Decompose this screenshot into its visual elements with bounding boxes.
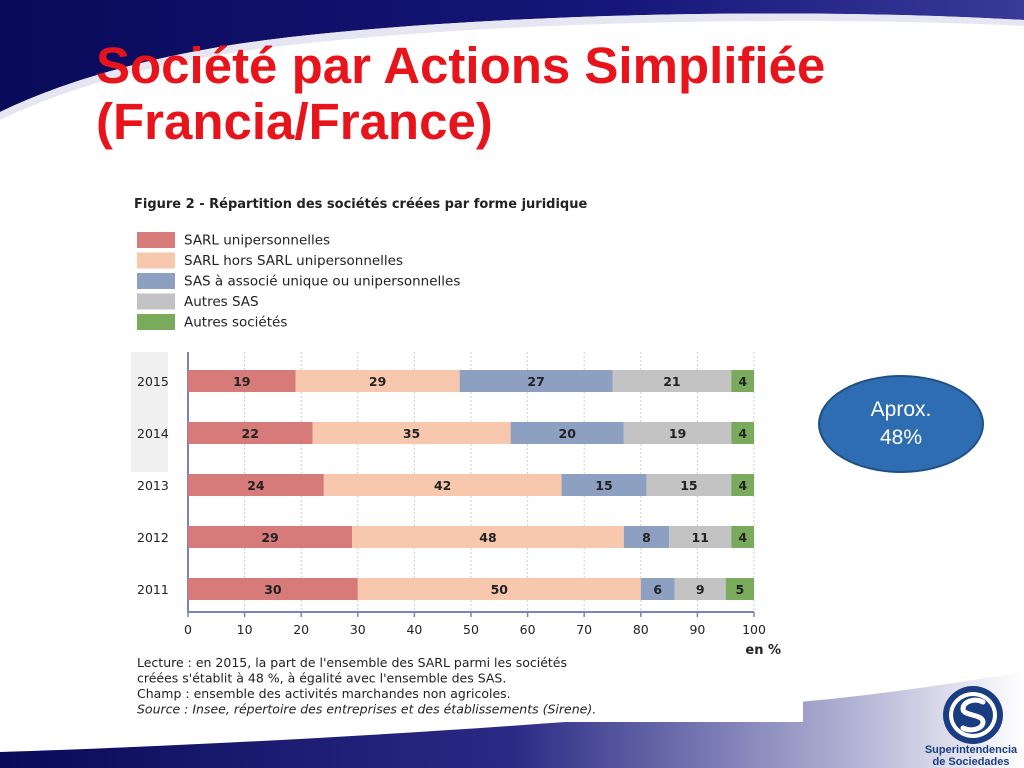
- bar-segment: [312, 422, 511, 444]
- legend-label: SARL unipersonnelles: [184, 233, 330, 249]
- category-label: 2014: [137, 426, 169, 441]
- chart-note: Source : Insee, répertoire des entrepris…: [137, 702, 596, 717]
- category-label: 2012: [137, 530, 169, 545]
- x-tick-label: 90: [689, 622, 705, 637]
- bar-segment: [725, 578, 754, 600]
- bar-segment: [323, 474, 562, 496]
- bar-segment: [561, 474, 647, 496]
- stacked-bar-chart: Figure 2 - Répartition des sociétés créé…: [131, 197, 781, 717]
- bar-value-label: 19: [669, 426, 686, 441]
- legend-label: Autres sociétés: [184, 315, 287, 331]
- bottom-swoosh: [0, 672, 1024, 768]
- legend-swatch: [137, 293, 175, 310]
- chart-note: Champ : ensemble des activités marchande…: [137, 686, 511, 701]
- x-tick-label: 30: [350, 622, 366, 637]
- bar-value-label: 35: [403, 426, 420, 441]
- bar-value-label: 29: [369, 374, 386, 389]
- slide-title-line-1: Société par Actions Simplifiée: [96, 37, 826, 94]
- bar-segment: [188, 578, 358, 600]
- bar-value-label: 48: [479, 530, 496, 545]
- slide-title-line-2: (Francia/France): [96, 93, 493, 150]
- bar-value-label: 22: [242, 426, 259, 441]
- bar-value-label: 20: [559, 426, 577, 441]
- bar-value-label: 4: [738, 426, 747, 441]
- bar-value-label: 4: [738, 530, 747, 545]
- bar-value-label: 5: [735, 582, 744, 597]
- x-tick-label: 10: [237, 622, 253, 637]
- bar-value-label: 24: [247, 478, 265, 493]
- bar-segment: [188, 474, 324, 496]
- legend-label: Autres SAS: [184, 294, 259, 310]
- legend-label: SARL hors SARL unipersonnelles: [184, 253, 403, 269]
- legend-swatch: [137, 252, 175, 269]
- bar-segment: [357, 578, 641, 600]
- bar-value-label: 4: [738, 478, 747, 493]
- bar-value-label: 8: [642, 530, 651, 545]
- bar-segment: [295, 370, 460, 392]
- chart-note: Lecture : en 2015, la part de l'ensemble…: [137, 655, 567, 670]
- bar-segment: [623, 526, 670, 548]
- logo-line-2: de Sociedades: [932, 756, 1010, 768]
- chart-title: Figure 2 - Répartition des sociétés créé…: [134, 197, 587, 212]
- bar-segment: [623, 422, 732, 444]
- bar-value-label: 15: [595, 478, 612, 493]
- bar-segment: [188, 422, 313, 444]
- logo-line-1: Superintendencia: [924, 744, 1018, 756]
- category-label: 2011: [137, 582, 169, 597]
- bar-segment: [669, 526, 732, 548]
- logo-text: Superintendencia de Sociedades: [919, 744, 1023, 768]
- slide-title: Société par Actions Simplifiée (Francia/…: [96, 38, 825, 150]
- chart-note: créées s'établit à 48 %, à égalité avec …: [137, 671, 506, 686]
- bar-value-label: 19: [233, 374, 250, 389]
- x-unit-label: en %: [745, 643, 781, 658]
- bar-segment: [731, 370, 754, 392]
- logo-emblem-icon: [943, 686, 1003, 744]
- bar-segment: [510, 422, 624, 444]
- x-tick-label: 0: [184, 622, 192, 637]
- bar-value-label: 4: [738, 374, 747, 389]
- chart-left-band: [131, 352, 168, 472]
- superintendencia-logo: Superintendencia de Sociedades: [919, 684, 1023, 768]
- bar-value-label: 42: [434, 478, 451, 493]
- bar-value-label: 50: [491, 582, 509, 597]
- callout-line-2: 48%: [879, 426, 922, 449]
- bar-segment: [731, 526, 754, 548]
- bar-value-label: 27: [527, 374, 544, 389]
- x-tick-label: 20: [293, 622, 309, 637]
- bar-segment: [188, 370, 296, 392]
- x-tick-label: 80: [633, 622, 649, 637]
- bar-segment: [674, 578, 726, 600]
- category-label: 2015: [137, 374, 169, 389]
- approx-callout: Aprox. 48%: [818, 375, 984, 473]
- bar-value-label: 15: [680, 478, 697, 493]
- category-label: 2013: [137, 478, 169, 493]
- x-tick-label: 50: [463, 622, 479, 637]
- bar-segment: [352, 526, 624, 548]
- x-tick-label: 100: [742, 622, 766, 637]
- legend-swatch: [137, 314, 175, 330]
- x-tick-label: 60: [520, 622, 536, 637]
- chart-figure: Figure 2 - Répartition des sociétés créé…: [131, 186, 803, 722]
- legend-label: SAS à associé unique ou unipersonnelles: [184, 274, 460, 290]
- x-tick-label: 70: [576, 622, 592, 637]
- top-swoosh: [0, 0, 1024, 112]
- bar-value-label: 6: [653, 582, 662, 597]
- bar-value-label: 29: [261, 530, 278, 545]
- callout-line-1: Aprox.: [870, 398, 932, 421]
- bar-segment: [731, 474, 754, 496]
- bar-segment: [640, 578, 675, 600]
- bar-segment: [459, 370, 613, 392]
- bar-value-label: 21: [663, 374, 680, 389]
- bar-segment: [731, 422, 754, 444]
- bar-value-label: 9: [696, 582, 705, 597]
- bar-segment: [646, 474, 732, 496]
- bar-value-label: 30: [264, 582, 282, 597]
- legend-swatch: [137, 273, 175, 289]
- legend-swatch: [137, 232, 175, 248]
- bar-segment: [612, 370, 732, 392]
- bar-segment: [188, 526, 353, 548]
- x-tick-label: 40: [406, 622, 422, 637]
- bar-value-label: 11: [692, 530, 709, 545]
